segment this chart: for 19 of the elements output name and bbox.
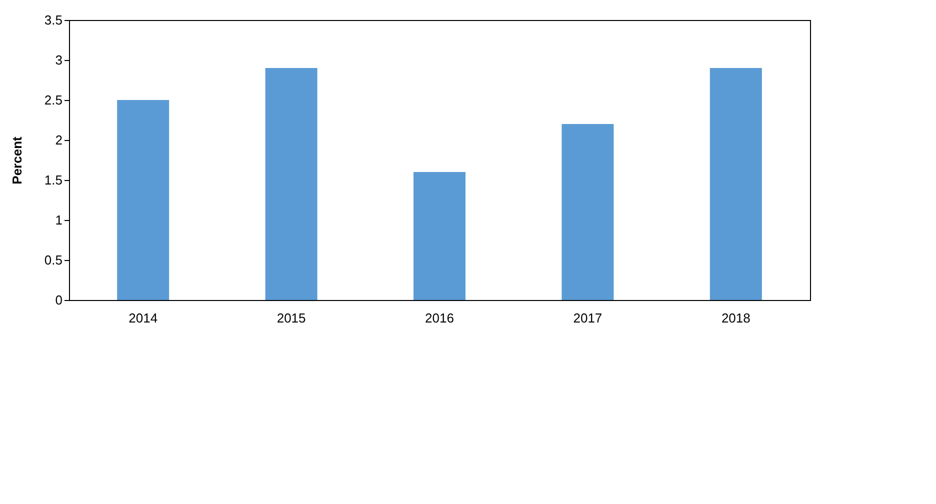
y-tick-label: 1 [55, 212, 62, 228]
y-tick-label: 2.5 [44, 92, 62, 108]
x-tick-label: 2018 [721, 310, 750, 326]
bar [265, 68, 318, 300]
y-tick-label: 0.5 [44, 252, 62, 268]
y-tick-label: 2 [55, 132, 62, 148]
bar [414, 172, 466, 300]
x-tick-label: 2017 [573, 310, 602, 326]
y-axis-title: Percent [9, 136, 24, 184]
y-tick-label: 1.5 [44, 172, 62, 188]
y-tick-label: 3 [55, 52, 62, 68]
x-tick-label: 2015 [276, 310, 306, 326]
x-tick-label: 2016 [425, 310, 454, 326]
y-tick-label: 0 [55, 292, 62, 308]
x-tick-label: 2014 [128, 310, 158, 326]
bar [710, 68, 762, 300]
bar [562, 124, 614, 300]
bar [117, 100, 170, 300]
y-tick-label: 3.5 [44, 12, 62, 28]
